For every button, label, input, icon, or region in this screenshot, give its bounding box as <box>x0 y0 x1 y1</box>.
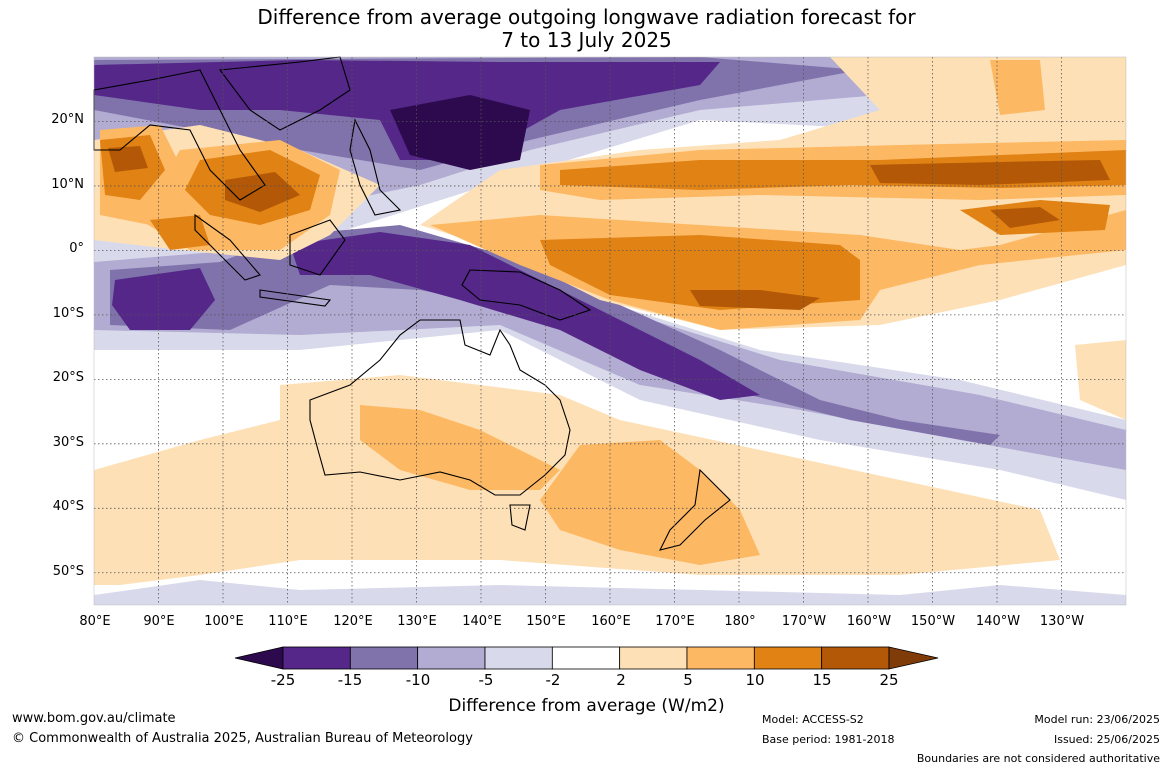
issued-date: Issued: 25/06/2025 <box>1053 733 1160 746</box>
colorbar-title: Difference from average (W/m2) <box>448 696 725 716</box>
neg-strong-region <box>110 225 1000 445</box>
pos-light-region <box>1075 340 1126 420</box>
colorbar-tick-label: -25 <box>270 671 296 689</box>
colorbar-tick-label: 5 <box>683 671 693 689</box>
pos-strong-region <box>540 235 860 310</box>
neg-light-region <box>94 580 1126 605</box>
australia-coastline <box>309 319 571 496</box>
lon-label-150e: 150°E <box>526 614 566 629</box>
lon-label-100e: 100°E <box>204 614 244 629</box>
pos-mid-region <box>540 440 760 565</box>
pos-deep-region <box>108 146 148 172</box>
lat-label-40s: 40°S <box>52 499 84 514</box>
colorbar-swatch <box>282 646 351 670</box>
lat-label-10n: 10°N <box>51 177 84 192</box>
colorbar-tick-label: -15 <box>337 671 363 689</box>
base-period: Base period: 1981-2018 <box>762 733 895 746</box>
lon-label-140w: 140°W <box>975 614 1021 629</box>
lon-label-110e: 110°E <box>268 614 308 629</box>
lon-label-160e: 160°E <box>591 614 631 629</box>
pos-mid-region <box>990 60 1045 115</box>
colorbar-swatch <box>753 646 823 670</box>
map-title-line1: Difference from average outgoing longwav… <box>257 5 916 29</box>
neg-deep-region <box>290 232 760 400</box>
lon-label-130w: 130°W <box>1039 614 1085 629</box>
colorbar-tick-label: 2 <box>616 671 626 689</box>
coastlines <box>93 56 731 551</box>
lon-label-90e: 90°E <box>143 614 175 629</box>
colorbar-tick-label: 15 <box>812 671 832 689</box>
colorbar-swatch <box>484 646 553 670</box>
tasmania-coastline <box>509 504 531 531</box>
lon-label-180: 180° <box>724 614 756 629</box>
lon-label-140e: 140°E <box>462 614 502 629</box>
indochina-coastline <box>93 69 266 201</box>
lat-label-20s: 20°S <box>52 370 84 385</box>
pos-deep-region <box>990 207 1060 228</box>
lon-label-150w: 150°W <box>910 614 956 629</box>
lon-label-130e: 130°E <box>397 614 437 629</box>
website-link[interactable]: www.bom.gov.au/climate <box>12 711 176 726</box>
lat-label-20n: 20°N <box>51 112 84 127</box>
model-name: Model: ACCESS-S2 <box>762 713 864 726</box>
philippines-coastline <box>349 118 402 216</box>
lat-label-eq: 0° <box>69 241 84 256</box>
lon-label-80e: 80°E <box>79 614 111 629</box>
colorbar-extend-max <box>888 646 939 670</box>
lat-label-10s: 10°S <box>52 306 84 321</box>
colorbar-tick-label: -2 <box>545 671 561 689</box>
java-coastline <box>259 289 332 307</box>
colorbar-swatch <box>821 646 890 670</box>
pos-deep-region <box>225 172 300 212</box>
colorbar-tick-label: -5 <box>478 671 494 689</box>
asia-coastline <box>218 56 351 131</box>
colorbar-tick-label: -10 <box>405 671 431 689</box>
lon-label-170w: 170°W <box>781 614 827 629</box>
model-run-date: Model run: 23/06/2025 <box>1034 713 1160 726</box>
colorbar-swatch <box>686 646 755 670</box>
graticule <box>94 57 1126 605</box>
pos-deep-region <box>870 160 1110 185</box>
lon-label-170e: 170°E <box>655 614 695 629</box>
neg-deep-region <box>390 95 530 170</box>
neg-deep-region <box>112 268 215 330</box>
copyright-notice: © Commonwealth of Australia 2025, Austra… <box>12 731 473 746</box>
new-zealand-coastline <box>658 468 731 551</box>
boundary-disclaimer: Boundaries are not considered authoritat… <box>916 752 1160 765</box>
borneo-coastline <box>289 219 346 276</box>
lon-label-120e: 120°E <box>333 614 373 629</box>
colorbar-swatch <box>417 646 486 670</box>
new-guinea-coastline <box>461 269 592 321</box>
colorbar-tick-label: 25 <box>879 671 899 689</box>
colorbar-tick-label: 10 <box>745 671 765 689</box>
map-frame <box>93 56 1127 606</box>
lat-label-30s: 30°S <box>52 435 84 450</box>
lon-label-160w: 160°W <box>846 614 892 629</box>
sumatra-coastline <box>194 213 261 281</box>
pos-mid-region <box>360 405 560 490</box>
colorbar-extend-min <box>234 646 284 670</box>
colorbar-swatch <box>551 646 621 670</box>
colorbar-swatch <box>349 646 419 670</box>
map-title-line2: 7 to 13 July 2025 <box>501 28 672 52</box>
colorbar-swatch <box>619 646 688 670</box>
pos-deep-region <box>690 290 820 310</box>
lat-label-50s: 50°S <box>52 564 84 579</box>
